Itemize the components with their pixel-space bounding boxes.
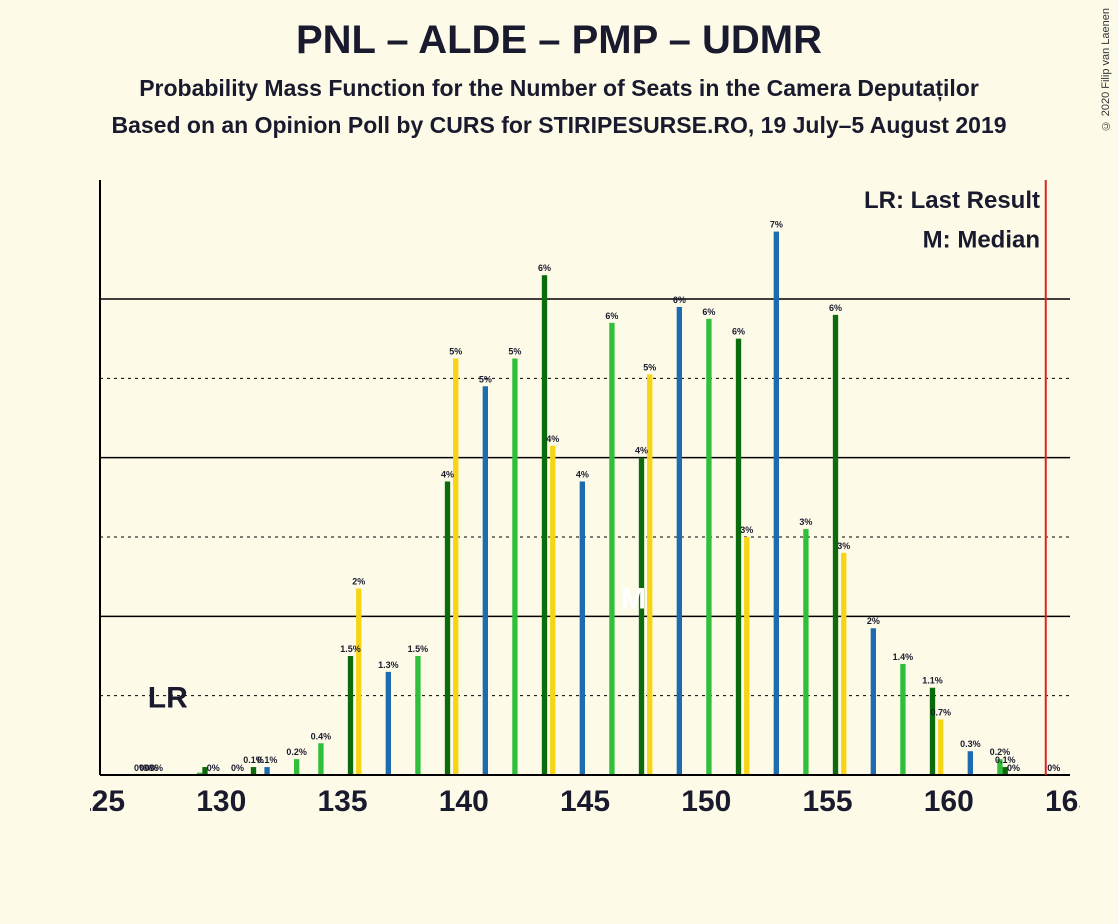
bar — [512, 359, 517, 776]
bar-value-label: 3% — [837, 541, 850, 551]
bar-value-label: 6% — [732, 327, 745, 337]
bar — [609, 323, 614, 775]
bar-value-label: 0% — [231, 763, 244, 773]
bar — [930, 688, 935, 775]
bar — [706, 319, 711, 775]
bar-value-label: 4% — [546, 434, 559, 444]
chart-titles: PNL – ALDE – PMP – UDMR Probability Mass… — [0, 0, 1118, 139]
bar — [542, 275, 547, 775]
chart-area: 2% 4% 6% 125 130 135 140 145 150 155 160 165 0% 0% 0% 0… — [90, 180, 1080, 820]
bar — [639, 458, 644, 775]
bar — [386, 672, 391, 775]
bar — [251, 767, 256, 775]
bar — [677, 307, 682, 775]
bar — [938, 719, 943, 775]
bar-value-label: 5% — [449, 347, 462, 357]
bar — [483, 386, 488, 775]
legend-lr: LR: Last Result — [864, 187, 1040, 214]
bar-value-label: 2% — [867, 616, 880, 626]
bar — [580, 481, 585, 775]
bar-value-label: 4% — [635, 446, 648, 456]
bar — [550, 446, 555, 775]
bar-value-label: 6% — [538, 263, 551, 273]
bar — [841, 553, 846, 775]
bar-value-label: 1.5% — [340, 644, 361, 654]
subtitle-1: Probability Mass Function for the Number… — [0, 75, 1118, 102]
bar-value-label: 7% — [770, 220, 783, 230]
bar-value-label: 6% — [829, 303, 842, 313]
bar-value-label: 0.4% — [311, 731, 332, 741]
x-tick-label: 155 — [802, 785, 852, 818]
bar-value-label: 0% — [207, 763, 220, 773]
x-tick-label: 145 — [560, 785, 610, 818]
bar — [348, 656, 353, 775]
bar — [803, 529, 808, 775]
subtitle-2: Based on an Opinion Poll by CURS for STI… — [0, 112, 1118, 139]
bar — [871, 628, 876, 775]
bar-value-label: 0% — [150, 763, 163, 773]
bar-value-label: 6% — [673, 295, 686, 305]
bar-value-label: 3% — [799, 517, 812, 527]
bar-value-label: 0.2% — [286, 747, 307, 757]
bar-value-label: 0.7% — [930, 707, 951, 717]
bar — [736, 339, 741, 775]
legend-m: M: Median — [923, 226, 1040, 253]
bar-value-label: 6% — [702, 307, 715, 317]
x-tick-label: 140 — [439, 785, 489, 818]
bar-value-label: 0.1% — [257, 755, 278, 765]
bar-value-label: 1.1% — [922, 676, 943, 686]
bar-value-label: 5% — [479, 374, 492, 384]
bar — [453, 359, 458, 776]
bar-value-label: 0.3% — [960, 739, 981, 749]
x-tick-label: 130 — [196, 785, 246, 818]
bar — [900, 664, 905, 775]
bar-value-label: 1.4% — [893, 652, 914, 662]
bar-value-label: 1.3% — [378, 660, 399, 670]
bar — [415, 656, 420, 775]
bar-value-label: 5% — [643, 362, 656, 372]
bar-value-label: 3% — [740, 525, 753, 535]
bar — [294, 759, 299, 775]
bar — [264, 767, 269, 775]
x-tick-label: 135 — [317, 785, 367, 818]
x-tick-label: 165 — [1045, 785, 1080, 818]
bar — [968, 751, 973, 775]
bar-value-label: 0% — [1047, 763, 1060, 773]
main-title: PNL – ALDE – PMP – UDMR — [0, 18, 1118, 63]
copyright-text: © 2020 Filip van Laenen — [1100, 8, 1112, 131]
bar — [774, 232, 779, 775]
bar-value-label: 0% — [1007, 763, 1020, 773]
bar — [318, 743, 323, 775]
x-tick-label: 160 — [924, 785, 974, 818]
bar — [647, 374, 652, 775]
x-tick-label: 125 — [90, 785, 125, 818]
bar-value-label: 1.5% — [408, 644, 429, 654]
bar-value-label: 6% — [605, 311, 618, 321]
bar — [356, 589, 361, 775]
x-tick-label: 150 — [681, 785, 731, 818]
chart-svg: 2% 4% 6% 125 130 135 140 145 150 155 160 165 0% 0% 0% 0… — [90, 180, 1080, 820]
bar-value-label: 4% — [576, 469, 589, 479]
bar-value-label: 5% — [508, 347, 521, 357]
bar-value-label: 4% — [441, 469, 454, 479]
bar-value-label: 2% — [352, 577, 365, 587]
median-marker: M — [621, 582, 646, 615]
bar — [744, 537, 749, 775]
bar — [445, 481, 450, 775]
lr-marker: LR — [148, 682, 188, 715]
